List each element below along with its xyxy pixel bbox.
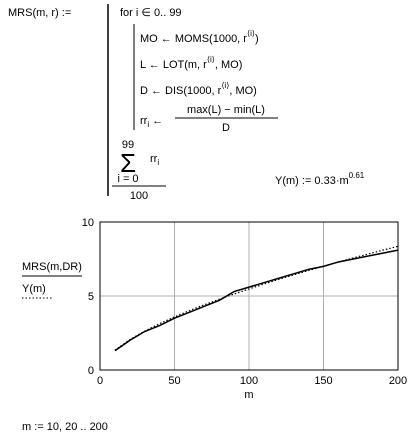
plot: 0 50 100 150 200 0 5 10 m MRS(m,DR) Y(m) (22, 217, 407, 401)
statement: L ← LOT(m, r⟨i⟩, MO) (140, 55, 242, 71)
statement: D ← DIS(1000, r⟨i⟩, MO) (140, 81, 257, 97)
series-line (114, 245, 399, 351)
sum-symbol: Σ (120, 148, 136, 178)
definition: MRS(m, r) := (8, 7, 71, 19)
fraction-denominator: D (222, 122, 230, 134)
sum-lower: i = 0 (117, 173, 138, 185)
x-axis-label: m (244, 389, 253, 401)
sum-upper: 99 (122, 139, 134, 151)
y-tick-label: 0 (88, 365, 94, 377)
statement: rri ← (140, 115, 163, 129)
legend-label: MRS(m,DR) (22, 261, 82, 273)
y-tick-label: 10 (82, 217, 94, 229)
fit-formula: Y(m) := 0.33·m0.61 (275, 171, 365, 187)
range-definition: m := 10, 20 .. 200 (22, 421, 108, 433)
for-line: for i ∈ 0.. 99 (120, 7, 182, 19)
sum-term: rri (150, 153, 159, 167)
plot-frame (99, 221, 399, 371)
statement: MO ← MOMS(1000, r⟨i⟩) (140, 29, 259, 45)
sum-denominator: 100 (130, 190, 148, 202)
x-tick-label: 50 (168, 375, 180, 387)
x-tick-label: 150 (314, 375, 332, 387)
series-line (114, 249, 399, 352)
x-tick-label: 100 (240, 375, 258, 387)
x-tick-label: 0 (97, 375, 103, 387)
legend-label: Y(m) (22, 283, 46, 295)
fraction-numerator: max(L) − min(L) (187, 104, 265, 116)
x-tick-label: 200 (389, 375, 407, 387)
y-tick-label: 5 (88, 291, 94, 303)
